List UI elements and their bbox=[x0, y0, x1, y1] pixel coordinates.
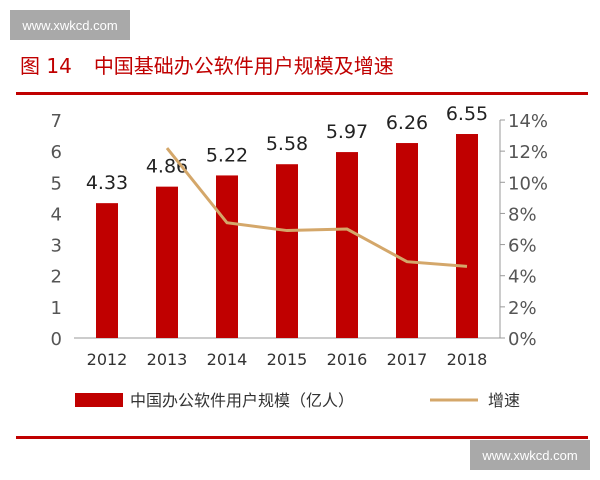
legend-line-label: 增速 bbox=[488, 391, 520, 410]
watermark-bottom: www.xwkcd.com bbox=[470, 440, 590, 470]
x-tick-label: 2016 bbox=[327, 350, 368, 369]
legend-bar-swatch bbox=[75, 393, 123, 407]
x-tick-label: 2014 bbox=[207, 350, 248, 369]
left-tick-label: 0 bbox=[51, 329, 62, 350]
data-label: 6.55 bbox=[446, 103, 488, 125]
left-tick-label: 4 bbox=[51, 204, 62, 225]
left-tick-label: 2 bbox=[51, 267, 62, 288]
left-tick-label: 7 bbox=[51, 111, 62, 132]
bar bbox=[396, 143, 418, 338]
bar bbox=[96, 203, 118, 338]
legend-bar-label: 中国办公软件用户规模（亿人） bbox=[130, 391, 354, 410]
bottom-rule bbox=[16, 436, 588, 439]
watermark: www.xwkcd.com bbox=[10, 10, 130, 40]
bar bbox=[216, 175, 238, 338]
growth-line bbox=[165, 147, 468, 268]
data-label: 5.58 bbox=[266, 133, 308, 155]
left-tick-label: 1 bbox=[51, 298, 62, 319]
right-tick-label: 6% bbox=[508, 236, 537, 257]
title-text: 中国基础办公软件用户规模及增速 bbox=[93, 54, 394, 78]
bar bbox=[276, 164, 298, 338]
chart-title: 图 14 中国基础办公软件用户规模及增速 bbox=[20, 50, 416, 79]
right-tick-label: 0% bbox=[508, 329, 537, 350]
data-label: 6.26 bbox=[386, 112, 428, 134]
data-label: 4.33 bbox=[86, 172, 128, 194]
data-label: 5.22 bbox=[206, 144, 248, 166]
left-tick-label: 3 bbox=[51, 236, 62, 257]
right-tick-label: 8% bbox=[508, 204, 537, 225]
figure-label: 图 14 bbox=[20, 54, 72, 78]
x-tick-label: 2018 bbox=[447, 350, 488, 369]
right-tick-label: 14% bbox=[508, 111, 548, 132]
left-tick-label: 5 bbox=[51, 173, 62, 194]
x-tick-label: 2017 bbox=[387, 350, 428, 369]
data-label: 5.97 bbox=[326, 121, 368, 143]
bar bbox=[456, 134, 478, 338]
right-tick-label: 2% bbox=[508, 298, 537, 319]
right-tick-label: 12% bbox=[508, 142, 548, 163]
bar bbox=[156, 186, 178, 338]
bar bbox=[336, 152, 358, 338]
title-rule bbox=[16, 92, 588, 95]
x-tick-label: 2015 bbox=[267, 350, 308, 369]
left-tick-label: 6 bbox=[51, 142, 62, 163]
x-tick-label: 2012 bbox=[87, 350, 128, 369]
right-tick-label: 4% bbox=[508, 267, 537, 288]
right-tick-label: 10% bbox=[508, 173, 548, 194]
x-tick-label: 2013 bbox=[147, 350, 188, 369]
